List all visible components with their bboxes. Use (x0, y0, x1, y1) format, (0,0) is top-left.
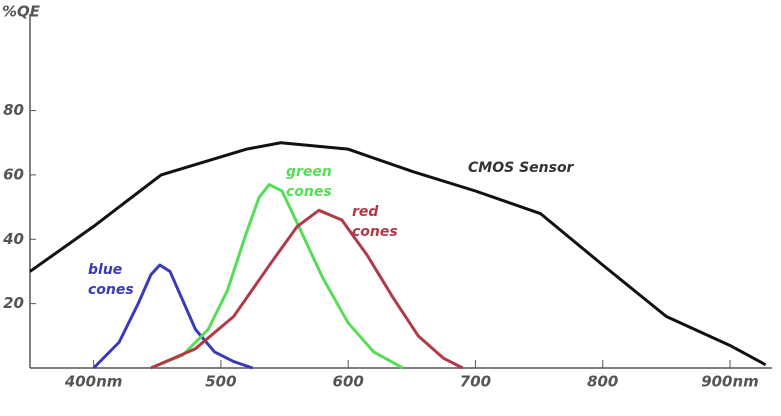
x-tick-label: 400nm (64, 373, 123, 391)
series-label: red cones (352, 204, 398, 240)
x-tick-label: 800 (587, 373, 618, 391)
x-tick-label: 500 (205, 373, 236, 391)
y-tick-label: 80 (3, 101, 24, 119)
series-line (29, 141, 767, 367)
series-label: CMOS Sensor (468, 160, 574, 176)
x-tick-label: 700 (460, 373, 491, 391)
series-label: green cones (286, 164, 332, 200)
series-line (150, 183, 404, 370)
series-line (150, 208, 464, 370)
series-label: blue cones (88, 262, 134, 298)
x-tick-label: 900nm (701, 373, 759, 391)
y-axis-label: %QE (2, 3, 41, 21)
series-line (92, 263, 254, 370)
y-tick-label: 40 (2, 230, 24, 248)
x-tick-label: 600 (333, 373, 364, 391)
y-tick-label: 20 (3, 294, 24, 312)
y-tick-label: 60 (3, 165, 24, 183)
